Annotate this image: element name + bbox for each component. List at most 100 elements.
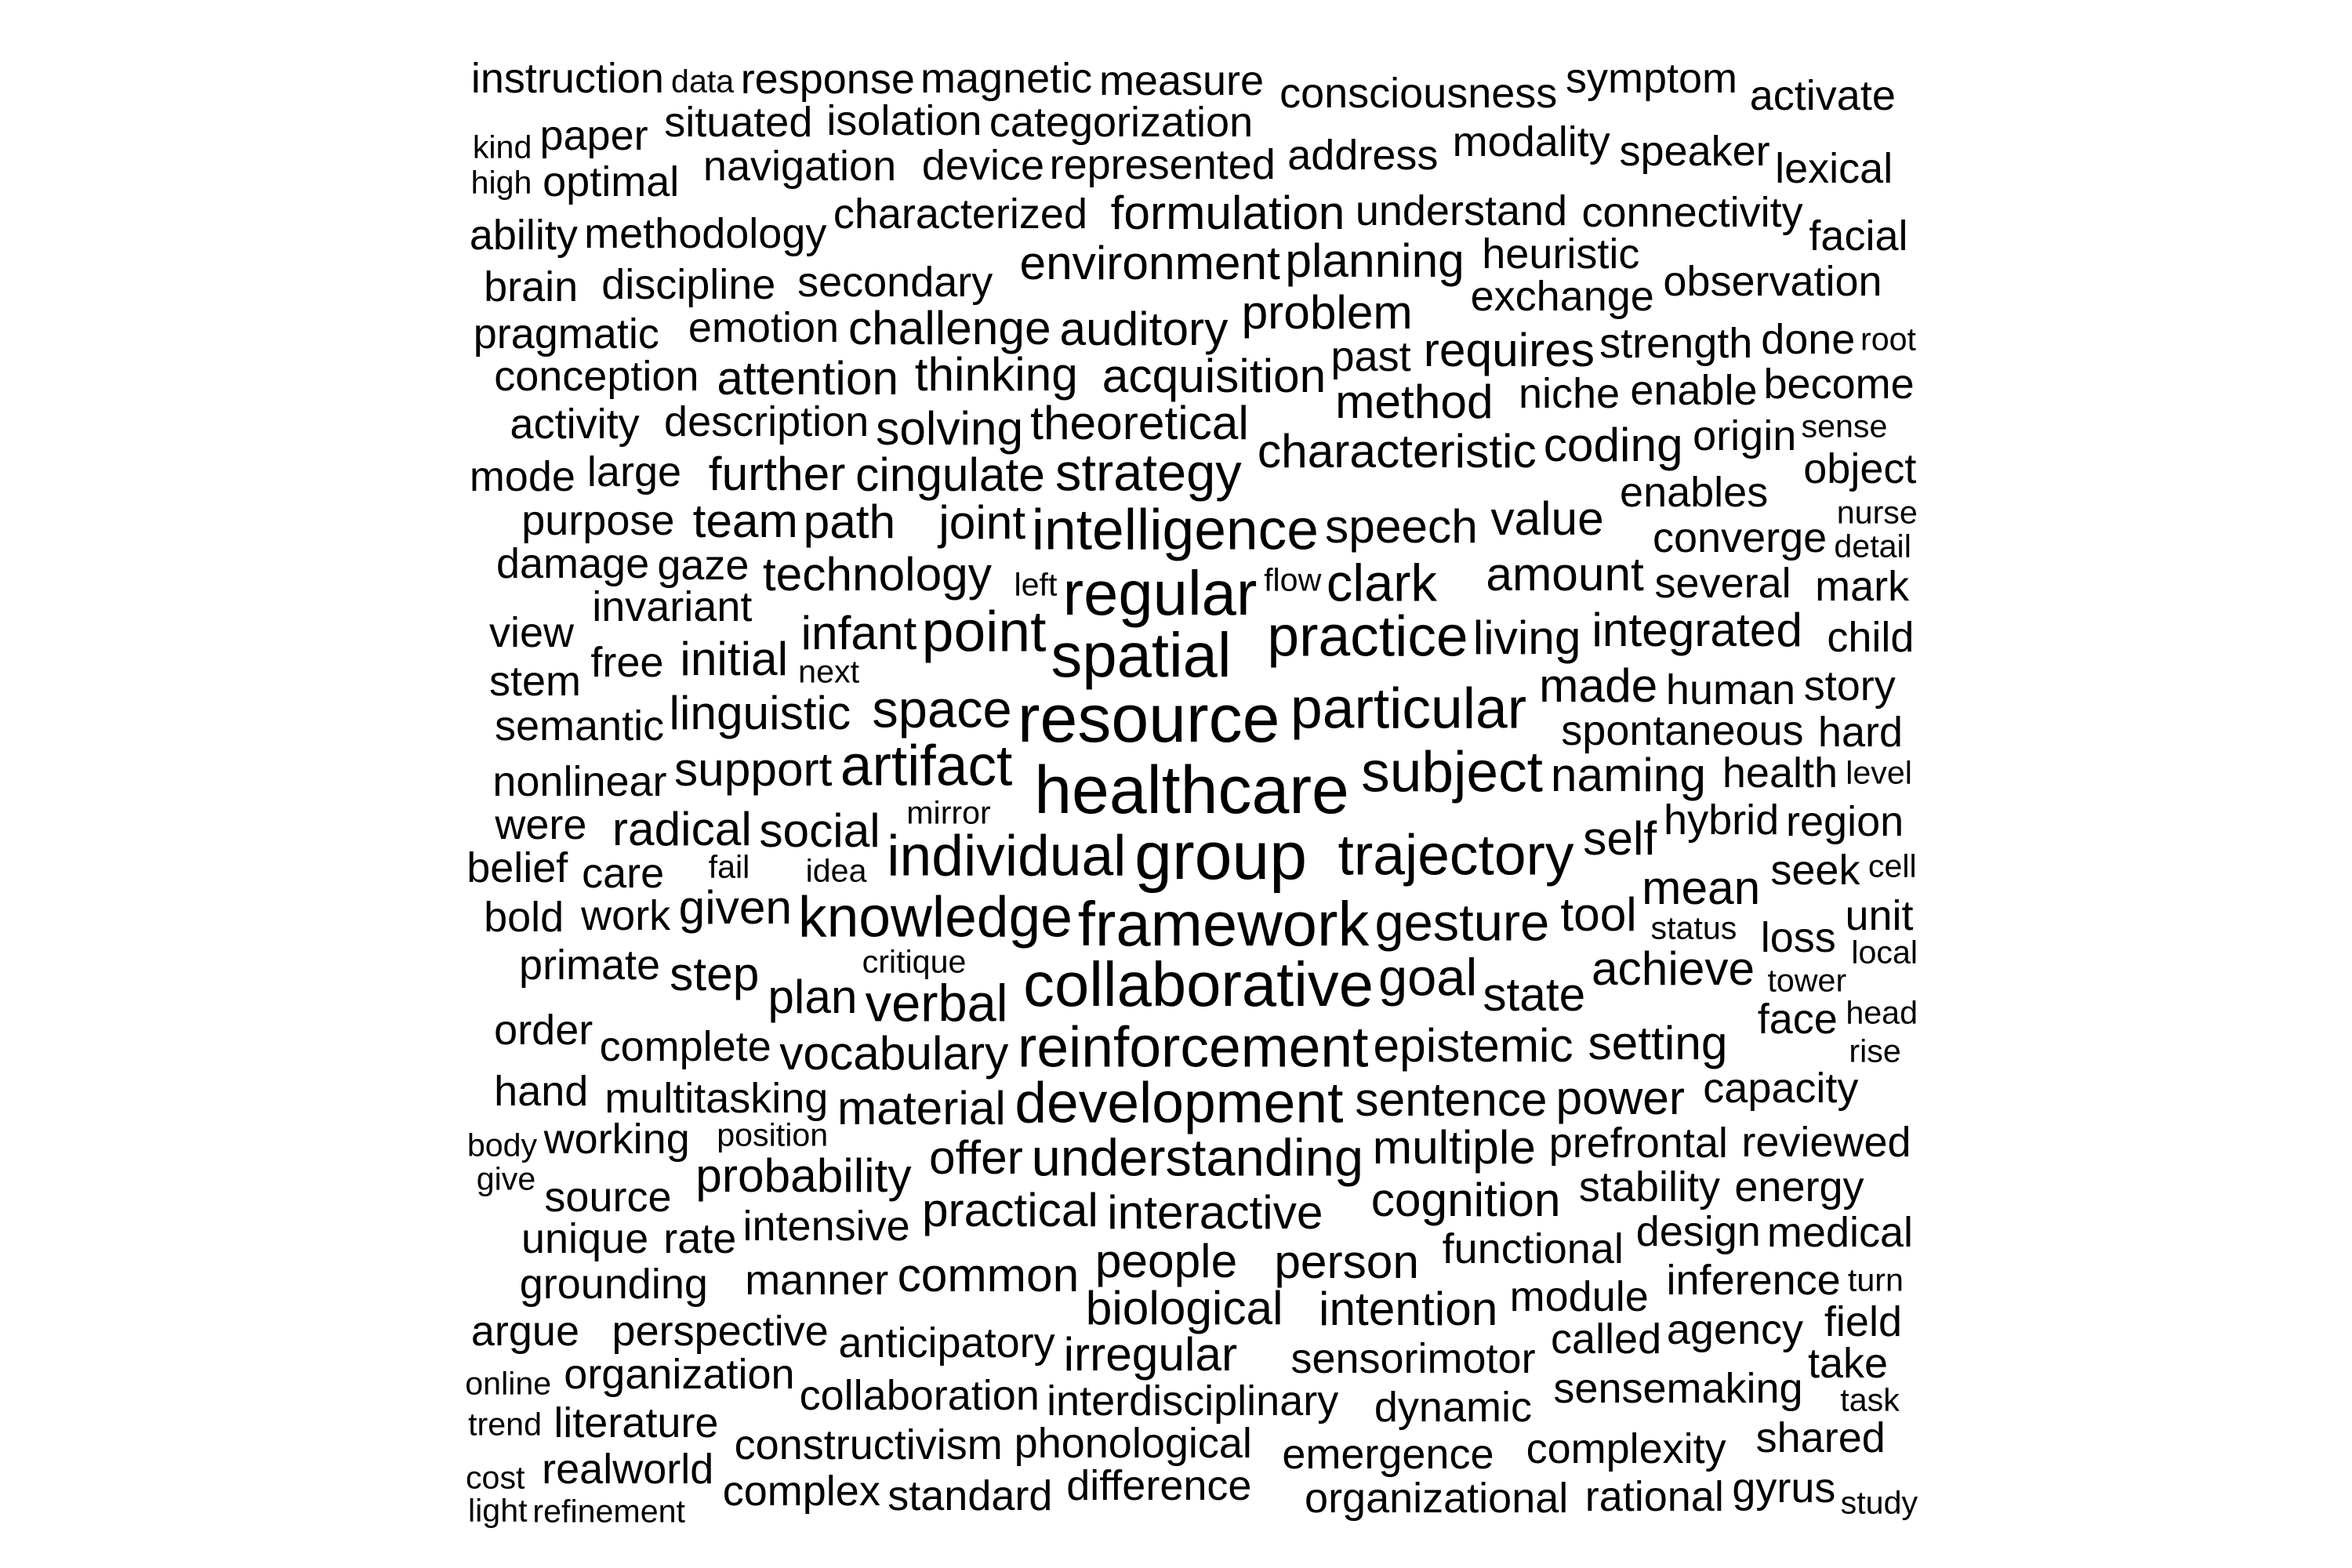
cloud-word: paper bbox=[539, 111, 648, 159]
cloud-word: acquisition bbox=[1102, 349, 1327, 403]
cloud-word: view bbox=[488, 609, 575, 657]
cloud-word: level bbox=[1846, 754, 1912, 791]
cloud-word: sentence bbox=[1355, 1073, 1548, 1127]
cloud-word: position bbox=[717, 1116, 829, 1153]
cloud-word: cingulate bbox=[855, 447, 1045, 501]
cloud-word: measure bbox=[1098, 56, 1265, 104]
cloud-word: consciousness bbox=[1279, 70, 1558, 118]
cloud-word: medical bbox=[1766, 1208, 1914, 1256]
cloud-word: step bbox=[670, 946, 760, 1000]
cloud-word: person bbox=[1274, 1234, 1419, 1288]
cloud-word: interdisciplinary bbox=[1047, 1377, 1339, 1425]
cloud-word: path bbox=[803, 494, 896, 548]
cloud-word: mirror bbox=[906, 793, 991, 830]
cloud-word: strength bbox=[1599, 319, 1753, 367]
cloud-word: auditory bbox=[1059, 301, 1229, 355]
cloud-word: connectivity bbox=[1581, 188, 1803, 236]
cloud-word: stability bbox=[1578, 1163, 1720, 1210]
cloud-word: dynamic bbox=[1374, 1383, 1532, 1431]
cloud-word: sensorimotor bbox=[1290, 1335, 1536, 1383]
cloud-word: region bbox=[1786, 798, 1904, 846]
cloud-word: stem bbox=[489, 658, 582, 706]
cloud-word: observation bbox=[1663, 257, 1882, 305]
cloud-word: hand bbox=[494, 1067, 589, 1115]
cloud-word: collaborative bbox=[1023, 949, 1374, 1019]
cloud-word: reviewed bbox=[1741, 1118, 1911, 1166]
cloud-word: work bbox=[581, 892, 671, 940]
cloud-word: tool bbox=[1560, 887, 1637, 942]
cloud-word: field bbox=[1824, 1298, 1902, 1346]
cloud-word: semantic bbox=[495, 702, 665, 750]
cloud-word: prefrontal bbox=[1548, 1119, 1728, 1167]
cloud-word: resource bbox=[1017, 681, 1280, 757]
cloud-word: gyrus bbox=[1732, 1464, 1836, 1512]
cloud-word: environment bbox=[1019, 235, 1280, 289]
cloud-word: isolation bbox=[826, 97, 982, 145]
cloud-word: intelligence bbox=[1031, 497, 1319, 562]
cloud-word: particular bbox=[1290, 676, 1527, 741]
cloud-word: device bbox=[921, 141, 1044, 189]
cloud-word: hard bbox=[1817, 708, 1904, 756]
cloud-word: epistemic bbox=[1373, 1018, 1573, 1072]
cloud-word: strategy bbox=[1055, 444, 1242, 503]
cloud-word: root bbox=[1860, 321, 1916, 358]
cloud-word: theoretical bbox=[1030, 395, 1249, 449]
cloud-word: situated bbox=[664, 98, 813, 146]
cloud-word: left bbox=[1014, 566, 1058, 603]
cloud-word: niche bbox=[1519, 369, 1621, 417]
cloud-word: face bbox=[1757, 996, 1838, 1043]
cloud-word: activate bbox=[1749, 71, 1896, 119]
cloud-word: healthcare bbox=[1034, 752, 1349, 828]
cloud-word: infant bbox=[800, 605, 917, 659]
cloud-word: framework bbox=[1077, 888, 1370, 959]
cloud-word: organization bbox=[564, 1350, 795, 1398]
cloud-word: coding bbox=[1543, 417, 1683, 471]
cloud-word: setting bbox=[1588, 1015, 1728, 1069]
cloud-word: kind bbox=[472, 129, 532, 165]
cloud-word: realworld bbox=[542, 1446, 714, 1494]
cloud-word: practice bbox=[1267, 604, 1468, 669]
cloud-word: argue bbox=[470, 1307, 579, 1355]
cloud-word: reinforcement bbox=[1017, 1014, 1369, 1080]
cloud-word: given bbox=[678, 880, 793, 934]
cloud-word: method bbox=[1335, 374, 1494, 428]
cloud-word: biological bbox=[1085, 1280, 1283, 1334]
cloud-word: vocabulary bbox=[779, 1025, 1009, 1080]
cloud-word: thinking bbox=[914, 347, 1078, 401]
cloud-word: regular bbox=[1062, 557, 1258, 628]
cloud-word: gesture bbox=[1374, 894, 1550, 953]
cloud-word: spatial bbox=[1051, 619, 1232, 690]
cloud-word: formulation bbox=[1110, 185, 1345, 239]
cloud-word: refinement bbox=[532, 1493, 686, 1530]
cloud-word: multiple bbox=[1372, 1120, 1536, 1174]
cloud-word: multitasking bbox=[604, 1074, 829, 1122]
cloud-word: story bbox=[1803, 662, 1896, 710]
cloud-word: large bbox=[586, 448, 682, 496]
cloud-word: next bbox=[798, 653, 860, 690]
cloud-word: difference bbox=[1066, 1461, 1252, 1509]
cloud-word: understanding bbox=[1031, 1129, 1364, 1188]
cloud-word: nonlinear bbox=[492, 758, 667, 806]
cloud-word: planning bbox=[1285, 233, 1465, 287]
cloud-word: goal bbox=[1378, 949, 1478, 1007]
cloud-word: sensemaking bbox=[1553, 1365, 1803, 1413]
cloud-word: conception bbox=[494, 353, 699, 401]
cloud-word: perspective bbox=[612, 1307, 829, 1355]
cloud-word: trend bbox=[468, 1406, 542, 1443]
cloud-word: power bbox=[1555, 1071, 1686, 1125]
cloud-word: mean bbox=[1642, 860, 1761, 914]
cloud-word: emotion bbox=[688, 303, 840, 351]
cloud-word: grounding bbox=[519, 1261, 708, 1308]
cloud-word: attention bbox=[717, 350, 898, 405]
cloud-word: understand bbox=[1355, 187, 1568, 235]
cloud-word: local bbox=[1851, 934, 1918, 971]
cloud-word: cost bbox=[465, 1459, 525, 1496]
cloud-word: modality bbox=[1452, 118, 1610, 165]
cloud-word: sense bbox=[1801, 408, 1888, 445]
cloud-word: module bbox=[1509, 1273, 1649, 1321]
cloud-word: were bbox=[495, 801, 587, 849]
cloud-word: common bbox=[897, 1247, 1080, 1301]
cloud-word: called bbox=[1551, 1315, 1662, 1363]
cloud-word: ability bbox=[469, 211, 578, 259]
